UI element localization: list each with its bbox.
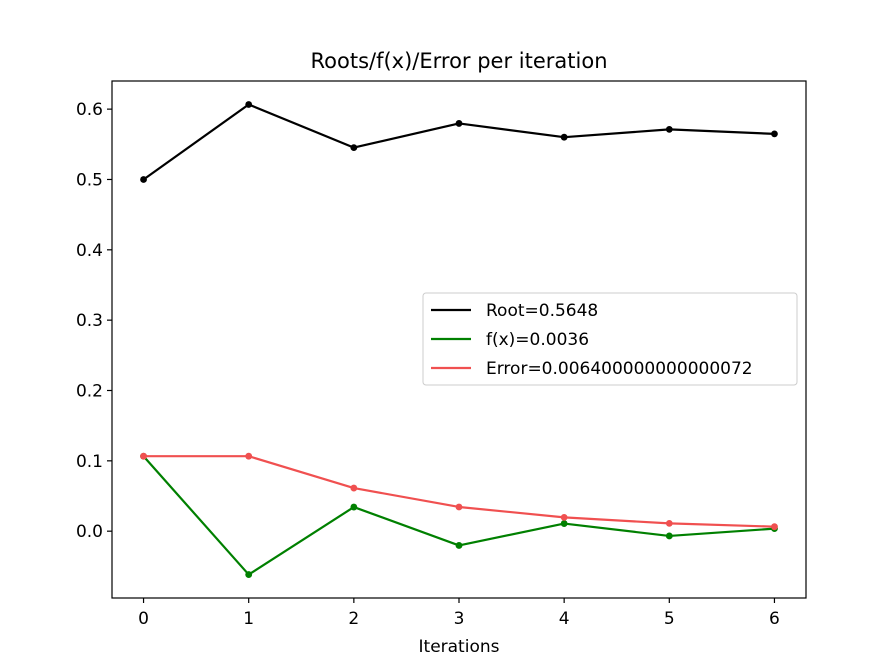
data-point: [455, 542, 463, 549]
legend-box: [422, 292, 798, 386]
data-point: [140, 452, 147, 460]
chart-title: Roots/f(x)/Error per iteration: [310, 49, 607, 73]
y-tick-label: 0.2: [76, 381, 103, 401]
data-point: [771, 130, 778, 138]
data-point: [665, 519, 673, 527]
plot-area: 0 1 2 3 4 5 6 0.0 0.1 0.2 0.3 0.4 0.5 0.6 Root=0.5648 f…: [76, 80, 807, 629]
legend-label-2: Error=0.006400000000000072: [486, 359, 753, 379]
x-tick-label: 1: [243, 609, 254, 629]
y-tick-label: 0.6: [76, 100, 103, 120]
data-point: [140, 176, 147, 183]
data-point: [560, 133, 568, 141]
x-tick-label: 6: [769, 609, 780, 629]
y-tick-label: 0.3: [76, 311, 103, 331]
x-axis-label: Iterations: [419, 637, 500, 657]
data-point: [560, 513, 568, 521]
data-point: [245, 452, 253, 460]
legend-label-1: f(x)=0.0036: [486, 330, 589, 350]
data-point: [665, 125, 673, 133]
y-tick-label: 0.1: [76, 452, 103, 472]
y-tick-label: 0.5: [76, 170, 103, 190]
legend-label-0: Root=0.5648: [486, 301, 598, 321]
x-tick-label: 5: [664, 609, 675, 629]
data-point: [771, 523, 778, 531]
data-point: [245, 101, 253, 108]
x-tick-label: 3: [454, 609, 465, 629]
data-point: [560, 520, 568, 527]
x-tick-label: 4: [559, 609, 570, 629]
x-tick-label: 0: [138, 609, 149, 629]
data-point: [350, 144, 358, 152]
x-tick-label: 2: [348, 609, 359, 629]
y-tick-label: 0.0: [76, 522, 103, 542]
data-point: [245, 571, 253, 578]
y-tick-label: 0.4: [76, 241, 103, 261]
data-point: [350, 503, 358, 511]
data-point: [455, 120, 463, 127]
data-point: [665, 532, 673, 540]
data-point: [350, 484, 358, 492]
data-point: [455, 503, 463, 511]
